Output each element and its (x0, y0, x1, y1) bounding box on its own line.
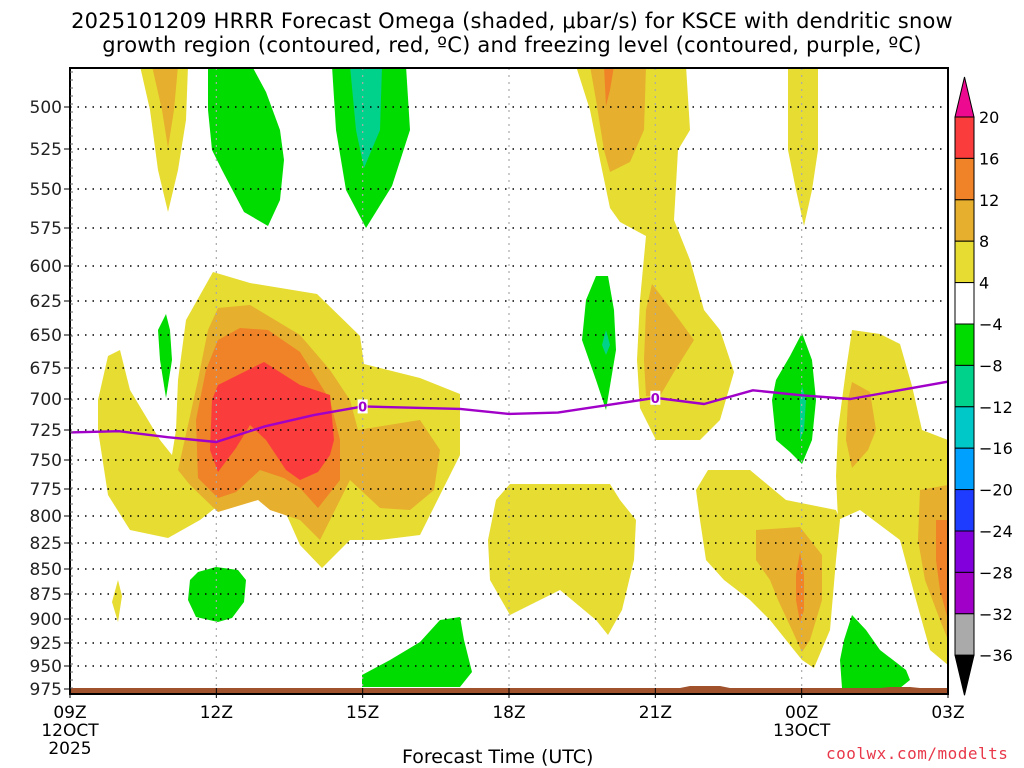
contour-label-bg (650, 390, 661, 405)
colorbar-bin (954, 157, 975, 201)
colorbar-label: −36 (979, 646, 1013, 665)
colorbar-label: −32 (979, 605, 1013, 624)
omega-region (590, 68, 646, 172)
freezing-level-label: 0 (358, 400, 367, 415)
colorbar-arrow-top (954, 76, 975, 118)
colorbar-bin (954, 489, 975, 532)
y-tick-label: 900 (30, 610, 62, 630)
colorbar-bin (954, 571, 975, 615)
contour-label-bg (357, 399, 368, 414)
colorbar-bin (954, 613, 975, 656)
colorbar-label: 20 (979, 108, 999, 127)
y-tick-label: 825 (30, 534, 62, 554)
omega-region (840, 615, 910, 688)
colorbar-bin (954, 530, 975, 573)
colorbar-label: −16 (979, 439, 1013, 458)
omega-shaded-fills (98, 68, 948, 688)
colorbar-label: 16 (979, 149, 999, 168)
omega-region (208, 68, 284, 226)
colorbar-arrow-bottom (954, 654, 975, 696)
omega-region (756, 527, 822, 652)
colorbar-label: −12 (979, 398, 1013, 417)
y-tick-label: 500 (30, 98, 62, 118)
freezing-level-contour: 00 (70, 380, 948, 444)
colorbar-bin (954, 364, 975, 408)
omega-region (210, 362, 334, 480)
omega-region (772, 333, 816, 464)
y-tick-label: 725 (30, 421, 62, 441)
credit-link[interactable]: coolwx.com/modelts (826, 744, 1009, 763)
x-axis-title: Forecast Time (UTC) (402, 746, 594, 768)
omega-region (582, 276, 616, 410)
chart-title-line-1: 2025101209 HRRR Forecast Omega (shaded, … (71, 9, 953, 33)
y-tick-label: 800 (30, 507, 62, 527)
y-tick-label: 550 (30, 180, 62, 200)
omega-region (602, 330, 610, 355)
omega-region (188, 567, 246, 622)
x-tick-sublabel: 2025 (48, 739, 91, 759)
colorbar-label: −4 (979, 315, 1003, 334)
colorbar-bin (954, 240, 975, 284)
x-tick-label: 09Z (53, 703, 86, 723)
y-tick-label: 675 (30, 359, 62, 379)
colorbar-label: 8 (979, 232, 989, 251)
x-tick-label: 12Z (200, 703, 233, 723)
omega-region (362, 617, 472, 687)
colorbar-label: −28 (979, 563, 1013, 582)
colorbar-label: 4 (979, 274, 989, 293)
y-axis: 500 525 550 575 600 625 650 675 700 725 750 775 800 8… (30, 71, 73, 700)
y-tick-label: 950 (30, 657, 62, 677)
x-tick-sublabel: 13OCT (773, 721, 831, 741)
colorbar-label: 12 (979, 191, 999, 210)
freezing-level-line (70, 380, 948, 444)
omega-region (158, 314, 172, 398)
colorbar: 20 16 12 8 4 −4 −8 −12 −16 −20 −24 −28 −32 −36 (954, 76, 1013, 696)
x-tick-label: 15Z (346, 703, 379, 723)
y-tick-label: 875 (30, 585, 62, 605)
x-tick-sublabel: 12OCT (41, 721, 99, 741)
omega-region (140, 68, 188, 212)
y-tick-label: 625 (30, 292, 62, 312)
omega-region (846, 382, 876, 468)
y-tick-label: 575 (30, 219, 62, 239)
y-tick-label: 850 (30, 560, 62, 580)
omega-region (488, 484, 636, 635)
colorbar-bin (954, 116, 975, 159)
x-tick-label: 00Z (785, 703, 818, 723)
y-tick-label: 650 (30, 326, 62, 346)
y-tick-label: 925 (30, 634, 62, 654)
colorbar-label: −24 (979, 522, 1013, 541)
y-tick-label: 600 (30, 257, 62, 277)
y-tick-label: 750 (30, 451, 62, 471)
omega-region (112, 580, 122, 622)
omega-region (788, 68, 818, 226)
colorbar-bin (954, 447, 975, 491)
y-tick-label: 525 (30, 140, 62, 160)
y-tick-label: 700 (30, 390, 62, 410)
colorbar-bin (954, 199, 975, 242)
y-tick-label: 775 (30, 480, 62, 500)
x-tick-label: 18Z (492, 703, 525, 723)
y-tick-label: 975 (30, 680, 62, 700)
x-tick-label: 03Z (931, 703, 964, 723)
omega-region (152, 68, 178, 148)
colorbar-bin (954, 323, 975, 366)
freezing-level-label: 0 (651, 392, 660, 407)
colorbar-bin (954, 406, 975, 449)
omega-region (604, 68, 614, 106)
omega-region (350, 68, 382, 168)
colorbar-bin (954, 282, 975, 325)
omega-region (936, 520, 948, 620)
colorbar-label: −20 (979, 481, 1013, 500)
chart-title-line-2: growth region (contoured, red, ºC) and f… (102, 33, 922, 57)
colorbar-label: −8 (979, 356, 1003, 375)
x-tick-label: 21Z (639, 703, 672, 723)
